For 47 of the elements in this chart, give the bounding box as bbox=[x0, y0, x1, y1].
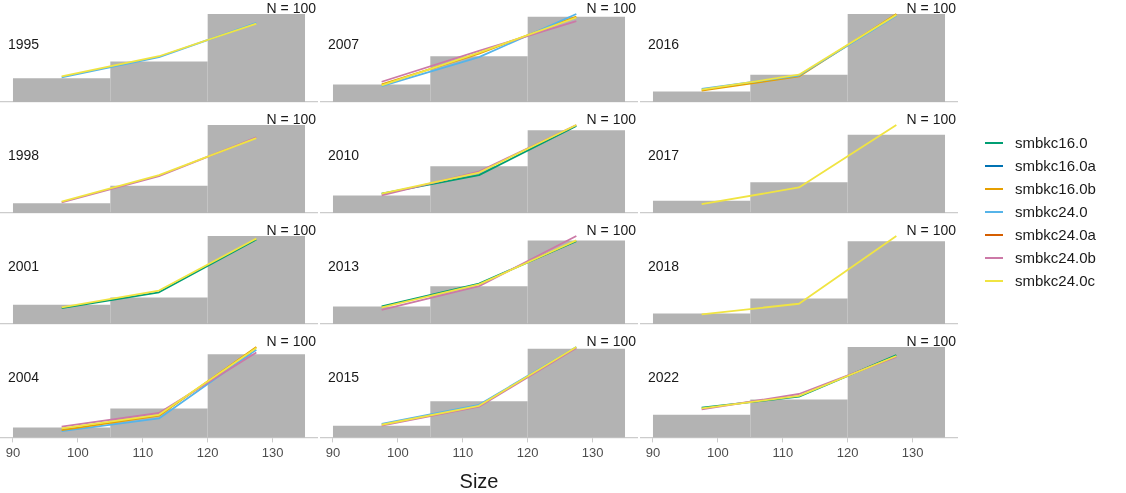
annotation: N = 100 bbox=[906, 110, 957, 127]
x-axis-title: Size bbox=[458, 470, 500, 493]
text: 2010 bbox=[328, 146, 360, 163]
annotation: N = 100 bbox=[906, 221, 957, 238]
x-tick-label: 100 bbox=[707, 444, 729, 460]
annotation: N = 100 bbox=[266, 221, 317, 238]
text: 2022 bbox=[648, 369, 680, 386]
text: 2017 bbox=[648, 146, 680, 163]
text: 2004 bbox=[8, 369, 40, 386]
text: 2001 bbox=[8, 257, 40, 274]
x-tick-label: 90 bbox=[325, 444, 341, 460]
x-tick-label: 130 bbox=[901, 444, 924, 460]
x-tick-label: 100 bbox=[387, 444, 409, 460]
annotation: N = 100 bbox=[266, 0, 317, 16]
annotation: N = 100 bbox=[266, 110, 317, 127]
legend-label: smbkc24.0b bbox=[1015, 249, 1096, 266]
text: 2016 bbox=[648, 35, 680, 52]
legend-label: smbkc16.0b bbox=[1015, 180, 1096, 197]
legend-label: smbkc16.0 bbox=[1015, 134, 1088, 151]
x-tick-label: 120 bbox=[196, 444, 219, 460]
text: 2013 bbox=[328, 257, 360, 274]
x-tick-label: 130 bbox=[581, 444, 604, 460]
legend-label: smbkc16.0a bbox=[1015, 157, 1096, 174]
annotation: N = 100 bbox=[586, 221, 637, 238]
x-tick-label: 100 bbox=[67, 444, 89, 460]
x-tick-label: 120 bbox=[836, 444, 859, 460]
x-tick-label: 90 bbox=[645, 444, 661, 460]
legend-label: smbkc24.0 bbox=[1015, 203, 1088, 220]
text: 2018 bbox=[648, 257, 680, 274]
text: 2015 bbox=[328, 369, 360, 386]
annotation: N = 100 bbox=[266, 332, 317, 349]
annotation: N = 100 bbox=[906, 0, 957, 16]
annotation: N = 100 bbox=[586, 0, 637, 16]
text: 2007 bbox=[328, 35, 360, 52]
text: 1995 bbox=[8, 35, 40, 52]
x-tick-label: 90 bbox=[5, 444, 21, 460]
annotation: N = 100 bbox=[906, 332, 957, 349]
x-tick-label: 130 bbox=[261, 444, 284, 460]
x-tick-label: 110 bbox=[772, 444, 794, 460]
x-tick-label: 110 bbox=[452, 444, 474, 460]
legend-label: smbkc24.0a bbox=[1015, 226, 1096, 243]
x-tick-label: 120 bbox=[516, 444, 539, 460]
text: 1998 bbox=[8, 146, 40, 163]
x-tick-label: 110 bbox=[132, 444, 154, 460]
legend-label: smbkc24.0c bbox=[1015, 272, 1096, 289]
annotation: N = 100 bbox=[586, 332, 637, 349]
annotation: N = 100 bbox=[586, 110, 637, 127]
